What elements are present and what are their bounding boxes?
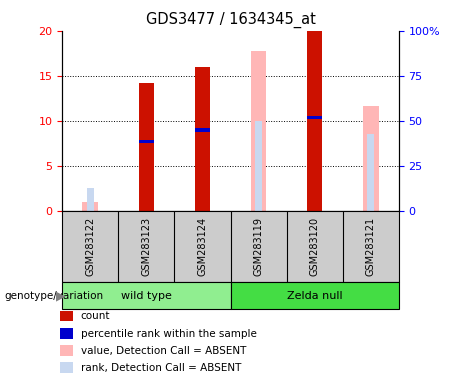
Bar xyxy=(251,51,266,211)
Bar xyxy=(87,188,94,211)
Text: GSM283120: GSM283120 xyxy=(310,217,319,276)
Bar xyxy=(83,202,98,211)
Bar xyxy=(138,83,154,211)
Bar xyxy=(367,134,374,211)
Text: GSM283119: GSM283119 xyxy=(254,217,264,276)
Title: GDS3477 / 1634345_at: GDS3477 / 1634345_at xyxy=(146,12,315,28)
Text: genotype/variation: genotype/variation xyxy=(5,291,104,301)
Bar xyxy=(62,282,230,309)
Bar xyxy=(307,116,323,119)
Bar xyxy=(138,140,154,143)
Bar xyxy=(195,128,210,132)
Text: value, Detection Call = ABSENT: value, Detection Call = ABSENT xyxy=(81,346,246,356)
Bar xyxy=(255,121,262,211)
Bar xyxy=(230,282,399,309)
Text: count: count xyxy=(81,311,110,321)
Bar xyxy=(307,31,323,211)
Bar xyxy=(363,106,378,211)
Text: GSM283122: GSM283122 xyxy=(85,217,95,276)
Text: wild type: wild type xyxy=(121,291,172,301)
Text: rank, Detection Call = ABSENT: rank, Detection Call = ABSENT xyxy=(81,363,241,373)
Text: ▶: ▶ xyxy=(56,289,66,302)
Text: Zelda null: Zelda null xyxy=(287,291,343,301)
Text: GSM283123: GSM283123 xyxy=(142,217,151,276)
Text: percentile rank within the sample: percentile rank within the sample xyxy=(81,329,257,339)
Text: GSM283124: GSM283124 xyxy=(197,217,207,276)
Bar xyxy=(195,67,210,211)
Text: GSM283121: GSM283121 xyxy=(366,217,376,276)
